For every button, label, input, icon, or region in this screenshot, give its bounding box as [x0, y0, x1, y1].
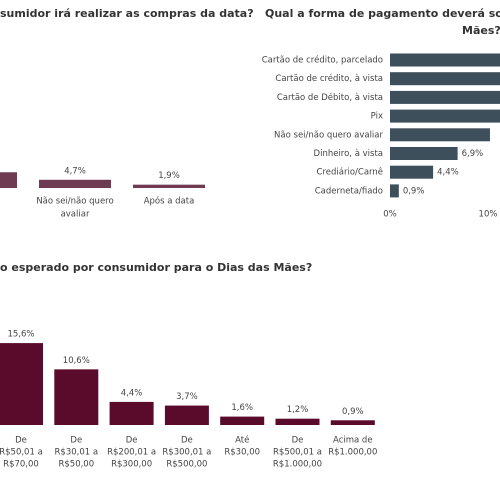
value-label: 3,7%	[176, 392, 198, 402]
x-tick-label: De	[15, 436, 27, 446]
x-tick-label: De	[292, 436, 304, 446]
x-tick-label: De	[126, 436, 138, 446]
x-tick-label: R$500,01 a	[273, 448, 322, 458]
bar	[390, 90, 500, 104]
y-tick-label: Não sei/não quero avaliar	[274, 130, 383, 140]
x-tick-label: R$200,01 a	[107, 448, 156, 458]
x-tick-label: 10%	[479, 210, 498, 220]
y-tick-label: Cartão de crédito, parcelado	[262, 55, 383, 66]
bar	[390, 184, 399, 198]
y-tick-label: Dinheiro, à vista	[314, 149, 383, 159]
y-tick-label: Caderneta/fiado	[315, 186, 383, 196]
x-tick-label: Até	[235, 435, 249, 446]
chart-title: sumidor irá realizar as compras da data?	[0, 7, 254, 20]
x-tick-label: R$500,00	[166, 460, 207, 470]
x-tick-label: 0%	[383, 210, 397, 220]
bar	[390, 147, 458, 160]
x-tick-label: R$1.000,00	[273, 460, 322, 470]
bar	[220, 416, 265, 425]
bar	[133, 184, 205, 188]
x-tick-label: R$30,00	[224, 448, 260, 458]
bar	[390, 72, 500, 86]
chart-title: Qual a forma de pagamento deverá sobr	[265, 7, 500, 20]
chart-title: Mães?	[462, 24, 500, 37]
x-tick-label: De	[70, 436, 82, 446]
bar	[330, 420, 375, 425]
value-label: 1,9%	[158, 171, 180, 181]
x-tick-label: R$50,01 a	[0, 448, 43, 458]
y-tick-label: Crediário/Carnê	[317, 167, 383, 178]
bar	[164, 405, 209, 425]
x-tick-label: R$50,00	[58, 460, 94, 470]
value-label: 1,6%	[231, 403, 253, 413]
value-label: 10,6%	[63, 356, 90, 366]
bar	[390, 128, 490, 142]
x-tick-label: R$1.000,00	[328, 448, 377, 458]
x-tick-label: R$70,00	[3, 460, 39, 470]
bar	[0, 172, 17, 188]
value-label: 6,9%	[462, 149, 484, 159]
x-tick-label: Acima de	[333, 436, 373, 446]
x-tick-label: R$300,00	[111, 460, 152, 470]
y-tick-label: Cartão de Débito, à vista	[277, 92, 383, 103]
x-tick-label: R$300,01 a	[162, 448, 211, 458]
value-label: 15,6%	[7, 330, 34, 340]
value-label: 4,4%	[437, 168, 459, 178]
bar	[109, 401, 154, 425]
value-label: 4,7%	[64, 166, 86, 176]
x-tick-label: Após a data	[144, 196, 195, 207]
bar	[390, 109, 500, 123]
bar	[390, 53, 500, 67]
chart-title: o esperado por consumidor para o Dias da…	[0, 261, 312, 274]
y-tick-label: Pix	[371, 112, 383, 122]
x-tick-label: R$30,01 a	[55, 448, 99, 458]
x-tick-label: avaliar	[61, 210, 90, 220]
bar	[275, 418, 320, 425]
bar	[54, 369, 99, 425]
value-label: 1,2%	[287, 405, 309, 415]
value-label: 4,4%	[121, 388, 143, 398]
bar	[0, 343, 43, 425]
y-tick-label: Cartão de crédito, à vista	[275, 73, 383, 84]
value-label: 0,9%	[403, 186, 425, 196]
bar	[39, 179, 111, 188]
bar	[390, 165, 434, 179]
x-tick-label: De	[181, 436, 193, 446]
value-label: 0,9%	[342, 407, 364, 417]
x-tick-label: Não sei/não quero	[36, 197, 113, 207]
